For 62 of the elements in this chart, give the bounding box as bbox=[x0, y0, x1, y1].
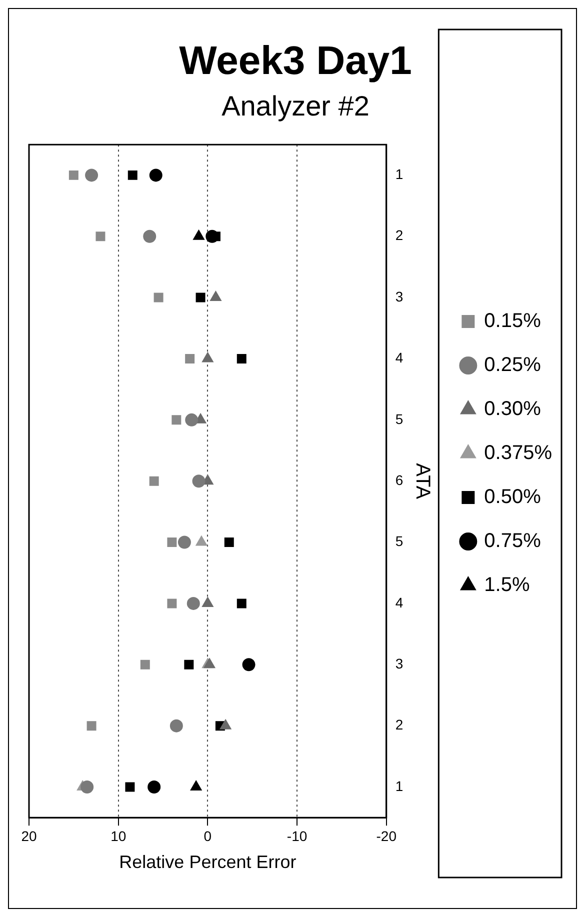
legend-label: 0.50% bbox=[484, 486, 542, 508]
y-axis-title: ATA bbox=[412, 463, 434, 500]
point bbox=[154, 292, 164, 302]
y-tick-label: 5 bbox=[395, 410, 404, 427]
point bbox=[167, 538, 177, 548]
point bbox=[185, 413, 198, 426]
y-tick-label: 2 bbox=[395, 227, 404, 244]
point bbox=[140, 660, 150, 670]
point bbox=[202, 352, 214, 362]
point bbox=[186, 596, 200, 610]
point bbox=[242, 658, 256, 672]
point bbox=[178, 536, 191, 549]
legend-label: 0.15% bbox=[484, 310, 542, 332]
legend-label: 0.30% bbox=[484, 398, 542, 420]
y-tick-label: 5 bbox=[395, 533, 404, 550]
point bbox=[68, 170, 78, 180]
point bbox=[80, 780, 94, 794]
point bbox=[220, 719, 232, 730]
legend-label: 0.375% bbox=[484, 442, 552, 464]
x-axis-title: Relative Percent Error bbox=[119, 852, 296, 872]
point bbox=[96, 232, 106, 242]
point bbox=[128, 170, 138, 180]
legend-label: 1.5% bbox=[484, 574, 530, 596]
x-tick-label: 20 bbox=[21, 828, 37, 844]
point bbox=[149, 476, 159, 486]
point bbox=[192, 474, 206, 488]
point bbox=[184, 660, 194, 670]
point bbox=[148, 780, 161, 794]
y-tick-label: 6 bbox=[395, 472, 404, 488]
x-tick-label: 0 bbox=[204, 828, 212, 844]
point bbox=[193, 230, 204, 240]
chart-subtitle: Analyzer #2 bbox=[222, 90, 370, 122]
legend-label: 0.75% bbox=[484, 530, 542, 552]
point bbox=[86, 721, 96, 731]
y-tick-label: 2 bbox=[395, 716, 404, 733]
x-tick-label: -10 bbox=[286, 828, 308, 844]
point bbox=[224, 538, 234, 548]
point bbox=[202, 596, 214, 607]
point bbox=[236, 598, 246, 608]
y-tick-label: 3 bbox=[395, 656, 404, 672]
y-tick-label: 4 bbox=[395, 350, 404, 366]
point bbox=[196, 536, 208, 546]
point bbox=[170, 719, 183, 732]
point bbox=[236, 354, 246, 364]
point bbox=[143, 230, 156, 243]
point bbox=[196, 292, 206, 302]
point bbox=[167, 598, 177, 608]
point bbox=[190, 780, 202, 791]
x-tick-label: 10 bbox=[110, 828, 126, 844]
y-tick-label: 1 bbox=[395, 166, 404, 182]
point bbox=[149, 168, 162, 182]
legend-label: 0.25% bbox=[484, 354, 542, 376]
x-tick-label: -20 bbox=[376, 828, 397, 844]
point bbox=[172, 415, 182, 425]
chart-title: Week3 Day1 bbox=[179, 39, 412, 84]
y-tick-label: 4 bbox=[395, 594, 404, 610]
point bbox=[125, 782, 135, 792]
y-tick-label: 1 bbox=[395, 778, 404, 794]
point bbox=[85, 168, 98, 182]
point bbox=[210, 291, 222, 302]
y-tick-label: 3 bbox=[395, 288, 404, 304]
point bbox=[185, 354, 195, 364]
